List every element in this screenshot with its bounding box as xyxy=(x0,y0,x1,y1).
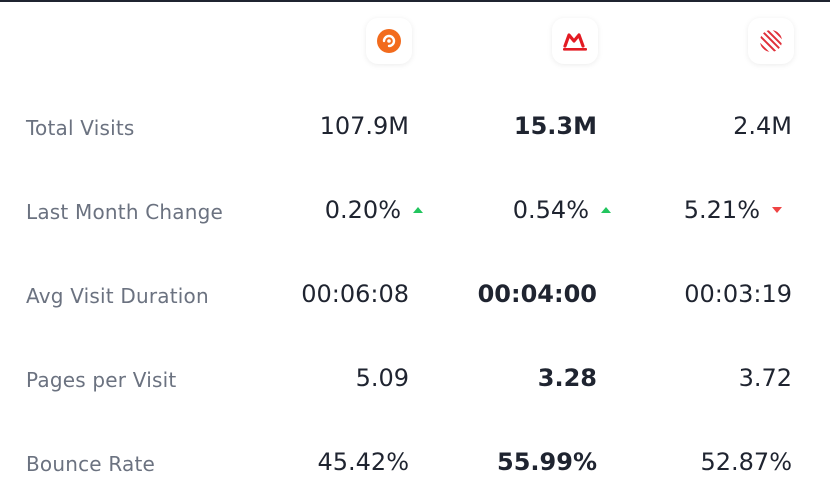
metric-row-last-month-change: Last Month Change 0.20% 0.54% 5.21% xyxy=(0,192,830,232)
top-divider xyxy=(0,0,830,2)
metric-value-highlighted: 00:04:00 xyxy=(477,280,597,308)
metric-row-bounce-rate: Bounce Rate 45.42% 55.99% 52.87% xyxy=(0,444,830,484)
metric-value: 52.87% xyxy=(700,448,792,476)
metric-value-highlighted: 3.28 xyxy=(537,364,597,392)
metric-row-total-visits: Total Visits 107.9M 15.3M 2.4M xyxy=(0,108,830,148)
metric-row-avg-visit-duration: Avg Visit Duration 00:06:08 00:04:00 00:… xyxy=(0,276,830,316)
striped-circle-logo-icon xyxy=(748,18,794,64)
metric-value: 0.54% xyxy=(513,196,611,224)
trend-up-icon xyxy=(413,207,423,213)
metric-value: 45.42% xyxy=(317,448,409,476)
trend-down-icon xyxy=(772,207,782,213)
megamarket-logo-icon xyxy=(552,18,598,64)
metric-value: 2.4M xyxy=(733,112,792,140)
metric-label: Avg Visit Duration xyxy=(26,284,209,308)
metric-value: 5.09 xyxy=(355,364,409,392)
metric-value: 00:03:19 xyxy=(684,280,792,308)
metric-label: Bounce Rate xyxy=(26,452,156,476)
metric-label: Last Month Change xyxy=(26,200,224,224)
metric-value: 00:06:08 xyxy=(301,280,409,308)
metric-label: Pages per Visit xyxy=(26,368,177,392)
aliexpress-logo-icon xyxy=(366,18,412,64)
metric-row-pages-per-visit: Pages per Visit 5.09 3.28 3.72 xyxy=(0,360,830,400)
metric-value-highlighted: 55.99% xyxy=(497,448,597,476)
metric-value: 5.21% xyxy=(684,196,782,224)
metric-label: Total Visits xyxy=(26,116,135,140)
metric-value-highlighted: 15.3M xyxy=(513,112,597,140)
metric-value: 3.72 xyxy=(738,364,792,392)
metric-value: 0.20% xyxy=(325,196,423,224)
trend-up-icon xyxy=(601,207,611,213)
metric-value: 107.9M xyxy=(319,112,409,140)
